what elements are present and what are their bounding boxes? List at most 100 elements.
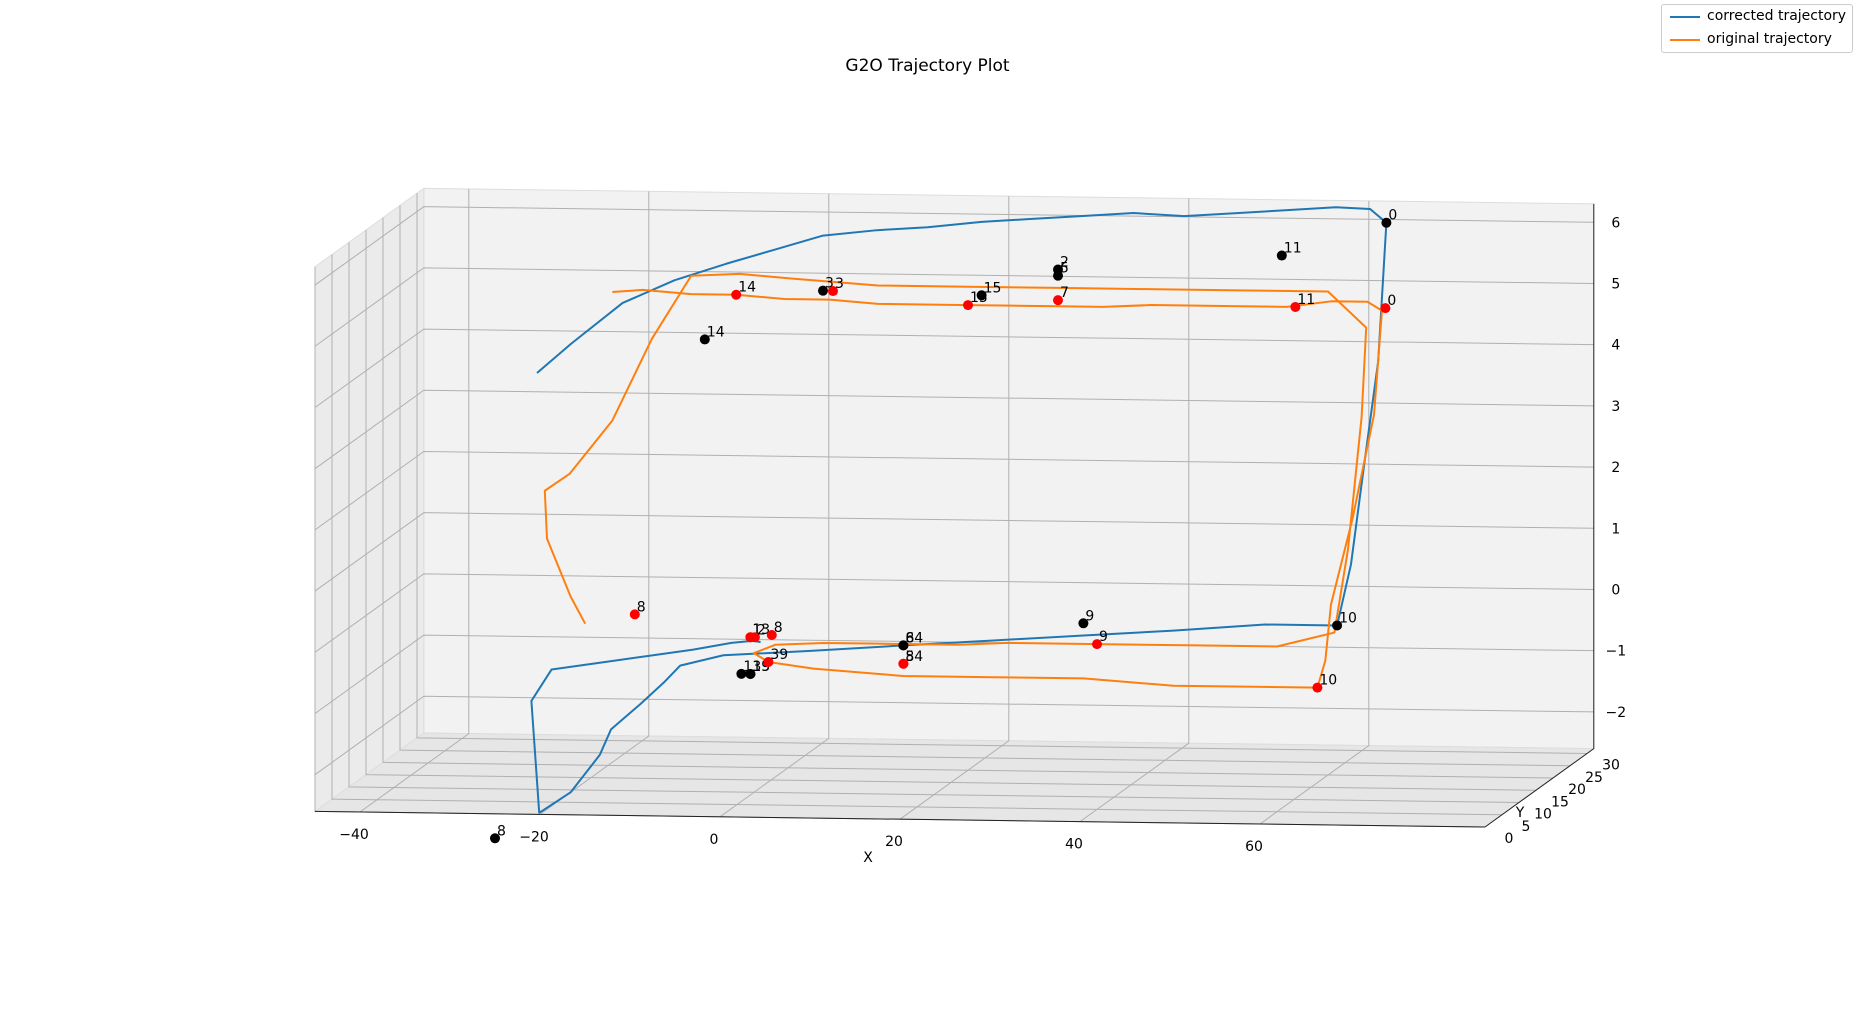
original-point bbox=[731, 289, 742, 300]
pane-yz-left bbox=[314, 187, 425, 813]
z-tick-label: −1 bbox=[1605, 644, 1626, 660]
original-point-label: 7 bbox=[1060, 285, 1069, 301]
original-point bbox=[1092, 639, 1102, 650]
original-point-label: 2 bbox=[757, 622, 766, 638]
corrected-point bbox=[1053, 270, 1063, 281]
grid-line-x-3 bbox=[899, 196, 1010, 820]
original-point-label: 3 bbox=[835, 276, 844, 292]
legend-item-original: original trajectory bbox=[1662, 30, 1852, 51]
grid-line-z-5 bbox=[314, 389, 1594, 470]
x-axis-label: X bbox=[863, 850, 873, 866]
corrected-point-label: 84 bbox=[905, 630, 923, 646]
grid-line-z-0 bbox=[314, 695, 1594, 776]
original-point-label: 5 bbox=[905, 649, 914, 665]
original-point-label: 1 bbox=[752, 622, 761, 638]
z-tick-label: 1 bbox=[1611, 521, 1620, 537]
corrected-point-label: 2 bbox=[1060, 255, 1069, 271]
original-point-label: 8 bbox=[774, 620, 783, 636]
grid-line-x-1 bbox=[539, 191, 650, 815]
legend-item-corrected: corrected trajectory bbox=[1662, 7, 1852, 28]
grid-line-x-5 bbox=[1259, 200, 1370, 825]
grid-line-z-3 bbox=[314, 512, 1594, 592]
grid-line-z-2 bbox=[314, 573, 1594, 653]
y-tick-label: 10 bbox=[1534, 807, 1552, 823]
grid-line-y-1 bbox=[331, 254, 1503, 816]
corrected-point-label: 3 bbox=[825, 276, 834, 292]
grid-line-y-6 bbox=[416, 193, 1588, 754]
series-line-corrected bbox=[530, 206, 1388, 814]
x-tick-label: −40 bbox=[339, 827, 369, 843]
z-tick-label: 5 bbox=[1611, 276, 1620, 292]
z-tick-label: −2 bbox=[1605, 705, 1626, 721]
legend: corrected trajectory original trajectory bbox=[1661, 4, 1853, 53]
z-tick-label: 3 bbox=[1611, 399, 1620, 415]
corrected-point-label: 9 bbox=[1085, 608, 1094, 624]
grid-line-x-4 bbox=[1079, 198, 1190, 823]
corrected-point bbox=[1332, 620, 1343, 631]
corrected-point bbox=[1078, 618, 1089, 629]
y-tick-label: 25 bbox=[1585, 770, 1603, 786]
corrected-point bbox=[898, 640, 909, 651]
original-point-label: 39 bbox=[770, 647, 788, 663]
original-point bbox=[629, 609, 640, 620]
legend-swatch-corrected bbox=[1670, 16, 1700, 18]
corrected-point-label: 6 bbox=[905, 630, 914, 646]
grid-line-y-4 bbox=[382, 217, 1554, 779]
legend-label-original: original trajectory bbox=[1707, 31, 1832, 47]
original-point bbox=[828, 286, 838, 297]
grid-line-x-2 bbox=[719, 193, 830, 818]
corrected-point bbox=[818, 285, 828, 296]
corrected-point bbox=[699, 334, 710, 345]
corrected-point bbox=[745, 668, 756, 679]
legend-swatch-original bbox=[1670, 39, 1700, 41]
z-tick-label: 4 bbox=[1611, 338, 1620, 354]
x-tick-label: −20 bbox=[519, 829, 549, 845]
x-axis-line bbox=[314, 810, 1486, 828]
corrected-point bbox=[1276, 250, 1287, 261]
z-tick-label: 0 bbox=[1611, 582, 1620, 598]
original-point-label: 9 bbox=[1099, 629, 1108, 645]
x-tick-label: 0 bbox=[710, 832, 719, 848]
y-tick-label: 5 bbox=[1522, 819, 1531, 835]
corrected-point-label: 10 bbox=[1339, 610, 1357, 626]
y-tick-label: 15 bbox=[1551, 794, 1569, 810]
corrected-point bbox=[1381, 217, 1392, 228]
original-point bbox=[1053, 295, 1063, 306]
y-tick-label: 30 bbox=[1602, 758, 1620, 774]
y-tick-label: 0 bbox=[1505, 831, 1514, 847]
grid-line-z-4 bbox=[314, 450, 1594, 531]
x-tick-label: 60 bbox=[1245, 839, 1263, 855]
corrected-point-label: 15 bbox=[984, 280, 1002, 296]
original-point bbox=[1290, 301, 1301, 312]
grid-lines bbox=[314, 188, 1594, 828]
original-point bbox=[766, 630, 777, 641]
axes bbox=[314, 203, 1595, 828]
x-tick-label: 40 bbox=[1065, 837, 1083, 853]
corrected-point bbox=[976, 290, 987, 301]
original-point bbox=[749, 632, 760, 643]
grid-line-z-6 bbox=[314, 328, 1594, 408]
x-tick-label: 20 bbox=[885, 834, 903, 850]
grid-line-z-8 bbox=[314, 206, 1594, 286]
original-point-label: 10 bbox=[1319, 673, 1337, 689]
original-point-label: 8 bbox=[637, 599, 646, 615]
corrected-point-label: 0 bbox=[1388, 208, 1397, 224]
original-point-label: 15 bbox=[970, 290, 988, 306]
corrected-point-label: 14 bbox=[707, 324, 725, 340]
original-point-label: 11 bbox=[1297, 292, 1315, 308]
grid-line-y-2 bbox=[348, 242, 1520, 803]
z-tick-label: 6 bbox=[1611, 215, 1620, 231]
original-point bbox=[1312, 682, 1323, 693]
y-axis-label: Y bbox=[1515, 805, 1525, 821]
y-tick-label: 20 bbox=[1568, 782, 1586, 798]
original-point bbox=[898, 658, 909, 669]
grid-line-y-3 bbox=[365, 229, 1537, 791]
grid-line-y-5 bbox=[399, 205, 1571, 767]
corrected-point-label: 11 bbox=[1284, 241, 1302, 257]
original-point-label: 14 bbox=[738, 280, 756, 296]
original-point bbox=[763, 656, 774, 667]
y-axis-line bbox=[1484, 748, 1595, 828]
